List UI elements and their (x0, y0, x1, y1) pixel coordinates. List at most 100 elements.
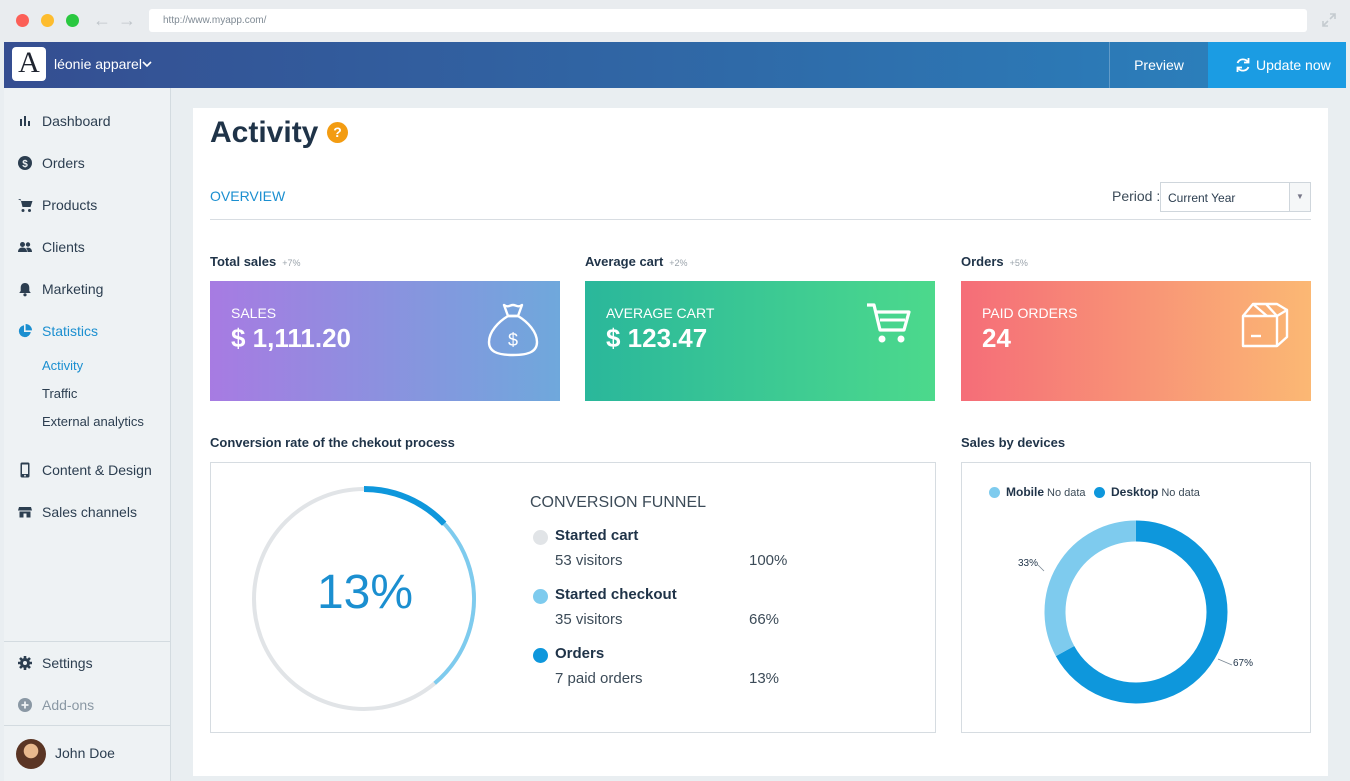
gear-icon (18, 656, 32, 670)
funnel-step-pct: 100% (749, 552, 788, 569)
pie-chart-icon (18, 324, 32, 338)
logo-letter: A (18, 46, 40, 79)
legend-desktop: Desktop No data (1111, 485, 1200, 499)
funnel-step-name: Started checkout (555, 586, 677, 603)
browser-chrome: ← → http://www.myapp.com/ (0, 0, 1350, 42)
dollar-circle-icon: $ (18, 156, 32, 170)
maximize-window-button[interactable] (66, 14, 79, 27)
conversion-title: Conversion rate of the chekout process (210, 435, 455, 450)
sidebar-item-content-design[interactable]: Content & Design (4, 455, 171, 485)
sidebar-item-sales-channels[interactable]: Sales channels (4, 497, 171, 527)
help-icon[interactable]: ? (327, 122, 348, 143)
average-cart-label: AVERAGE CART (606, 305, 715, 321)
refresh-icon (1236, 58, 1250, 72)
paid-orders-card: PAID ORDERS 24 (961, 281, 1311, 401)
sales-label: SALES (231, 305, 277, 321)
sidebar-item-label: Statistics (42, 323, 99, 339)
sidebar-item-products[interactable]: Products (4, 190, 171, 220)
period-select[interactable]: Current Year ▼ (1160, 182, 1311, 212)
legend-mobile-note: No data (1047, 487, 1086, 499)
sidebar-item-clients[interactable]: Clients (4, 232, 171, 262)
funnel-heading: CONVERSION FUNNEL (530, 494, 707, 511)
sales-value: $ 1,111.20 (231, 323, 352, 353)
tab-divider (210, 219, 1311, 220)
donut-slice-desktop (1055, 520, 1228, 704)
avatar[interactable] (16, 739, 46, 769)
average-cart-delta: +2% (669, 258, 688, 268)
donut-leader-line (1217, 658, 1233, 666)
sidebar-subitem-traffic[interactable]: Traffic (42, 386, 78, 401)
app-header: A léonie apparel Preview Update now (4, 42, 1346, 88)
expand-icon[interactable] (1321, 12, 1337, 28)
funnel-step-name: Orders (555, 645, 605, 662)
funnel-step-dot (533, 648, 548, 663)
url-bar[interactable]: http://www.myapp.com/ (149, 9, 1307, 32)
page-title: Activity (210, 116, 319, 149)
users-icon (18, 242, 32, 252)
orders-delta: +5% (1009, 258, 1028, 268)
back-arrow-icon[interactable]: ← (93, 10, 111, 30)
sidebar-item-statistics[interactable]: Statistics (4, 316, 171, 346)
sales-card: SALES $ 1,111.20 $ (210, 281, 560, 401)
sidebar-item-label: Dashboard (42, 113, 111, 129)
funnel-step-count: 53 visitors (555, 552, 623, 569)
average-cart-value: $ 123.47 (606, 323, 708, 353)
sidebar-item-label: Orders (42, 155, 85, 171)
preview-button[interactable]: Preview (1109, 42, 1208, 88)
devices-donut-chart (1037, 520, 1233, 704)
sidebar-item-label: Content & Design (42, 462, 152, 478)
conversion-ring (252, 486, 476, 711)
legend-desktop-name: Desktop (1111, 485, 1159, 499)
paid-orders-label: PAID ORDERS (982, 305, 1078, 321)
legend-desktop-swatch (1094, 487, 1105, 498)
paid-orders-value: 24 (982, 323, 1011, 353)
conversion-ring-orders-arc (363, 486, 447, 526)
sidebar-item-label: Sales channels (42, 504, 137, 520)
close-window-button[interactable] (16, 14, 29, 27)
funnel-step-count: 35 visitors (555, 611, 623, 628)
average-cart-card: AVERAGE CART $ 123.47 (585, 281, 935, 401)
sidebar-item-orders[interactable]: $ Orders (4, 148, 171, 178)
package-box-icon (1241, 302, 1289, 348)
funnel-step-name: Started cart (555, 527, 639, 544)
period-value: Current Year (1168, 191, 1236, 205)
legend-desktop-note: No data (1161, 487, 1200, 499)
forward-arrow-icon[interactable]: → (118, 10, 136, 30)
minimize-window-button[interactable] (41, 14, 54, 27)
cart-icon (18, 199, 33, 212)
devices-panel: Mobile No data Desktop No data 33% 67% (961, 462, 1311, 733)
sidebar-item-settings[interactable]: Settings (4, 648, 171, 678)
legend-mobile-swatch (989, 487, 1000, 498)
average-cart-title-text: Average cart (585, 254, 664, 269)
funnel-step-pct: 13% (749, 670, 780, 687)
orders-title-text: Orders (961, 254, 1004, 269)
sidebar-item-dashboard[interactable]: Dashboard (4, 106, 171, 136)
sidebar-item-label: Marketing (42, 281, 104, 297)
donut-slice-mobile (1044, 520, 1137, 657)
funnel-step-dot (533, 530, 548, 545)
legend-mobile-name: Mobile (1006, 485, 1044, 499)
sidebar-subitem-activity[interactable]: Activity (42, 358, 84, 373)
donut-leader-line (1037, 564, 1045, 572)
store-logo[interactable]: A (12, 47, 46, 81)
user-name[interactable]: John Doe (55, 745, 115, 761)
bar-chart-icon (20, 116, 30, 126)
sidebar-item-add-ons[interactable]: Add-ons (4, 690, 171, 720)
main-content: Activity ? OVERVIEW Period : Current Yea… (193, 108, 1328, 776)
funnel-step-dot (533, 589, 548, 604)
phone-icon (20, 462, 30, 478)
update-now-button[interactable]: Update now (1208, 42, 1346, 88)
sidebar-subitem-external-analytics[interactable]: External analytics (42, 414, 144, 429)
svg-text:$: $ (508, 330, 518, 350)
sidebar-item-label: Products (42, 197, 98, 213)
tab-overview[interactable]: OVERVIEW (210, 188, 286, 204)
total-sales-title-text: Total sales (210, 254, 277, 269)
sidebar-item-marketing[interactable]: Marketing (4, 274, 171, 304)
money-bag-icon: $ (487, 303, 539, 357)
sidebar: Dashboard $ Orders Products Clients Mark… (4, 88, 171, 781)
settings-label: Settings (42, 655, 93, 671)
devices-title: Sales by devices (961, 435, 1066, 450)
average-cart-title: Average cart +2% (585, 254, 688, 269)
store-name[interactable]: léonie apparel (54, 56, 142, 72)
chevron-down-icon[interactable] (142, 59, 152, 69)
